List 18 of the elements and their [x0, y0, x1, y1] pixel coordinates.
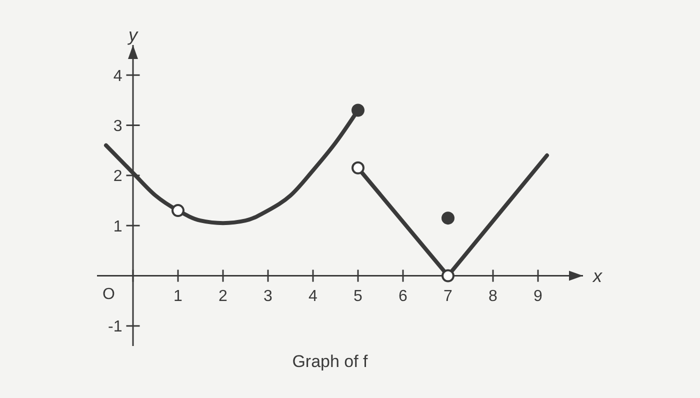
x-tick-label: 6 — [398, 288, 408, 306]
y-tick-label: 2 — [113, 168, 122, 186]
annotation: O — [102, 286, 115, 304]
y-tick-label: 4 — [113, 68, 122, 85]
x-tick-label: 1 — [174, 288, 183, 306]
x-axis-title: x — [592, 266, 603, 286]
y-tick-label: -1 — [108, 318, 122, 336]
x-tick-label: 2 — [218, 288, 228, 306]
x-tick-label: 8 — [488, 288, 498, 306]
x-tick-label: 9 — [534, 288, 543, 306]
y-tick-label: 1 — [113, 218, 122, 236]
x-tick-label: 4 — [308, 288, 318, 306]
y-axis-title: y — [126, 25, 138, 45]
x-tick-label: 5 — [354, 288, 363, 306]
y-tick-label: 3 — [113, 118, 122, 135]
text: Graph of f — [291, 352, 369, 372]
x-tick-label: 3 — [264, 288, 273, 306]
x-tick-label: 7 — [444, 288, 453, 306]
